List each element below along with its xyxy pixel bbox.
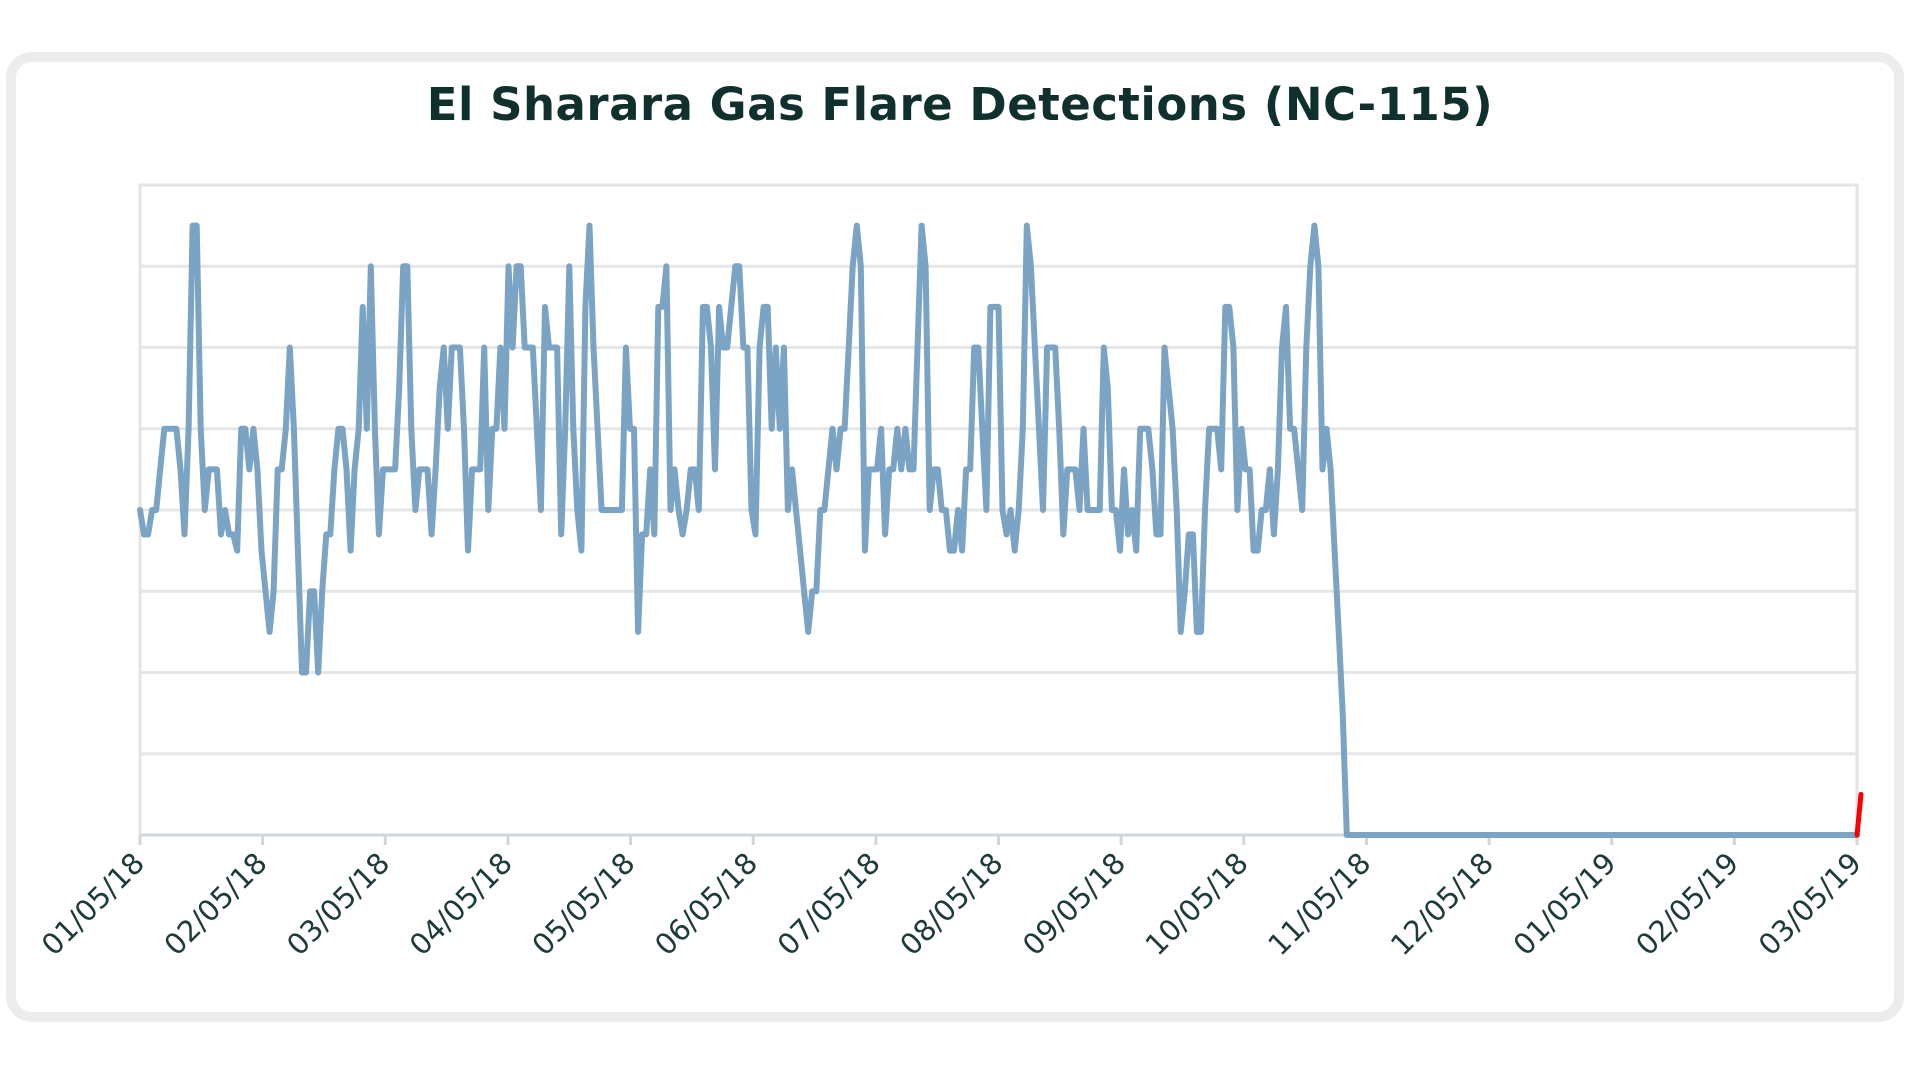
series-line-1 <box>137 222 1860 838</box>
x-tick-label: 03/05/19 <box>1752 846 1868 962</box>
x-tick-label: 11/05/18 <box>1261 846 1377 962</box>
x-tick-label: 03/05/18 <box>280 846 396 962</box>
x-tick-label: 02/05/18 <box>157 846 273 962</box>
x-tick-label: 02/05/19 <box>1629 846 1745 962</box>
x-tick-label: 01/05/18 <box>35 846 151 962</box>
grid-lines <box>138 183 1859 837</box>
x-tick-label: 06/05/18 <box>648 846 764 962</box>
x-tick-label: 10/05/18 <box>1139 846 1255 962</box>
x-tick-label: 12/05/18 <box>1384 846 1500 962</box>
x-tick-label: 07/05/18 <box>771 846 887 962</box>
x-tick-label: 05/05/18 <box>525 846 641 962</box>
series-lines <box>137 222 1864 838</box>
x-tick-labels: 01/05/18 02/05/18 03/05/18 04/05/18 05/05/18… <box>35 846 1868 962</box>
x-tick-label: 08/05/18 <box>893 846 1009 962</box>
x-tick-label: 01/05/19 <box>1507 846 1623 962</box>
chart-title: El Sharara Gas Flare Detections (NC-115) <box>426 78 1494 131</box>
series-line-2 <box>1854 791 1864 838</box>
x-tick-label: 09/05/18 <box>1016 846 1132 962</box>
x-tick-label: 04/05/18 <box>403 846 519 962</box>
